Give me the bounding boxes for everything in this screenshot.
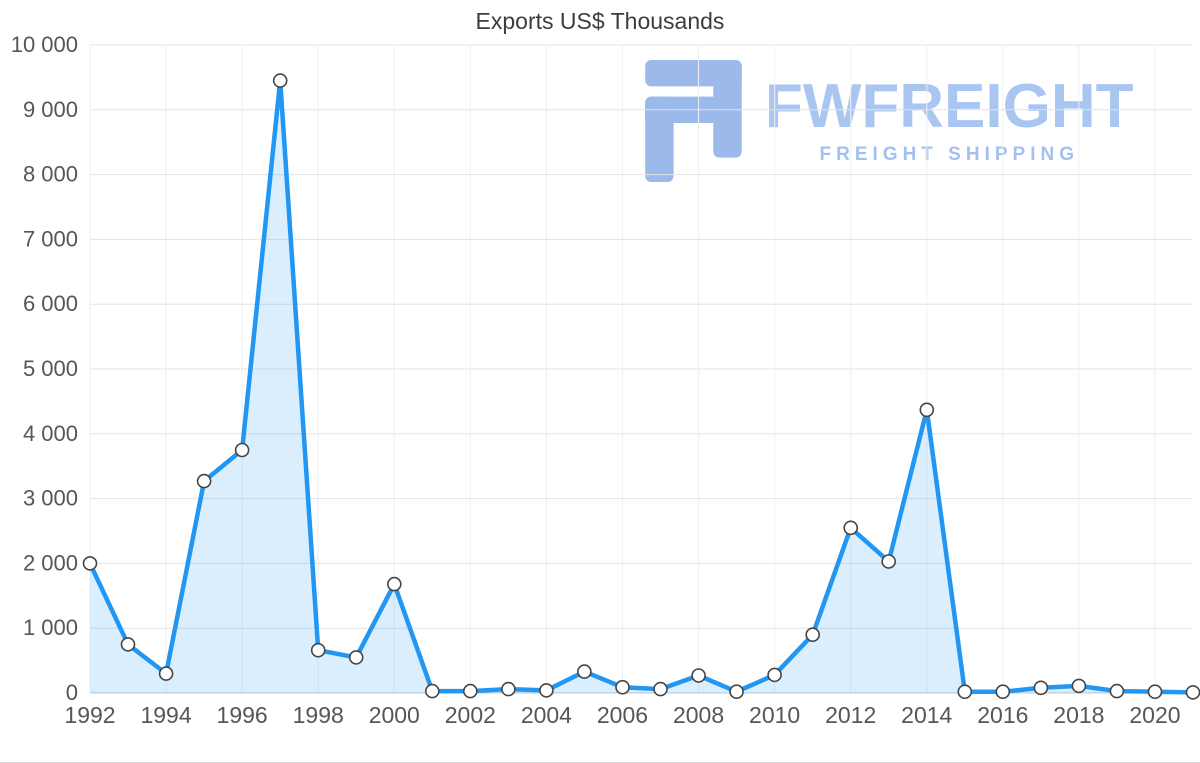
x-tick-label: 1994	[140, 702, 191, 728]
x-tick-label: 1996	[217, 702, 268, 728]
data-point-marker[interactable]	[386, 576, 402, 592]
x-tick-label: 2018	[1053, 702, 1104, 728]
data-point-marker[interactable]	[577, 664, 592, 679]
chart-title: Exports US$ Thousands	[475, 8, 725, 34]
data-point-marker[interactable]	[462, 683, 478, 699]
data-point-marker[interactable]	[843, 520, 859, 536]
data-point-marker[interactable]	[729, 684, 744, 700]
x-tick-label: 1998	[293, 702, 344, 728]
x-tick-label: 2002	[445, 702, 496, 728]
y-tick-label: 3 000	[23, 486, 78, 511]
y-tick-label: 7 000	[23, 226, 78, 251]
data-point-marker[interactable]	[310, 642, 326, 658]
data-point-marker[interactable]	[653, 681, 668, 697]
data-point-marker[interactable]	[881, 554, 897, 569]
data-point-marker[interactable]	[767, 667, 782, 683]
data-point-marker[interactable]	[615, 679, 630, 695]
x-tick-label: 2010	[749, 702, 800, 728]
data-point-marker[interactable]	[919, 402, 935, 418]
x-tick-label: 2014	[901, 702, 952, 728]
y-tick-label: 10 000	[11, 32, 78, 57]
data-point-marker[interactable]	[691, 668, 706, 683]
data-point-marker[interactable]	[501, 681, 516, 697]
y-tick-label: 2 000	[23, 550, 78, 575]
data-point-marker[interactable]	[424, 683, 440, 699]
y-tick-label: 6 000	[23, 291, 78, 316]
data-point-marker[interactable]	[805, 627, 821, 643]
x-tick-label: 2000	[369, 702, 420, 728]
data-point-marker[interactable]	[1033, 680, 1049, 696]
y-tick-label: 9 000	[23, 97, 78, 122]
data-point-marker[interactable]	[82, 556, 98, 571]
data-point-marker[interactable]	[995, 684, 1011, 700]
data-point-marker[interactable]	[234, 442, 250, 458]
data-point-marker[interactable]	[1109, 683, 1125, 699]
data-point-marker[interactable]	[1147, 684, 1163, 700]
data-point-marker[interactable]	[1185, 685, 1200, 700]
y-tick-label: 1 000	[23, 615, 78, 640]
y-tick-label: 4 000	[23, 421, 78, 446]
x-tick-label: 2004	[521, 702, 572, 728]
data-point-marker[interactable]	[196, 473, 212, 489]
data-point-marker[interactable]	[158, 666, 174, 681]
y-tick-label: 5 000	[23, 356, 78, 381]
y-tick-label: 0	[66, 680, 78, 705]
x-tick-label: 2016	[977, 702, 1028, 728]
area-fill	[90, 80, 1193, 694]
data-point-marker[interactable]	[957, 684, 973, 700]
data-point-marker[interactable]	[272, 73, 288, 88]
y-tick-label: 8 000	[23, 162, 78, 187]
x-tick-label: 2020	[1129, 702, 1180, 728]
x-tick-label: 2008	[673, 702, 724, 728]
data-point-marker[interactable]	[348, 650, 364, 665]
x-tick-label: 1992	[64, 702, 115, 728]
data-point-marker[interactable]	[120, 637, 136, 652]
data-point-marker[interactable]	[1071, 678, 1087, 694]
x-tick-label: 2006	[597, 702, 648, 728]
x-tick-label: 2012	[825, 702, 876, 728]
data-point-marker[interactable]	[539, 683, 554, 698]
